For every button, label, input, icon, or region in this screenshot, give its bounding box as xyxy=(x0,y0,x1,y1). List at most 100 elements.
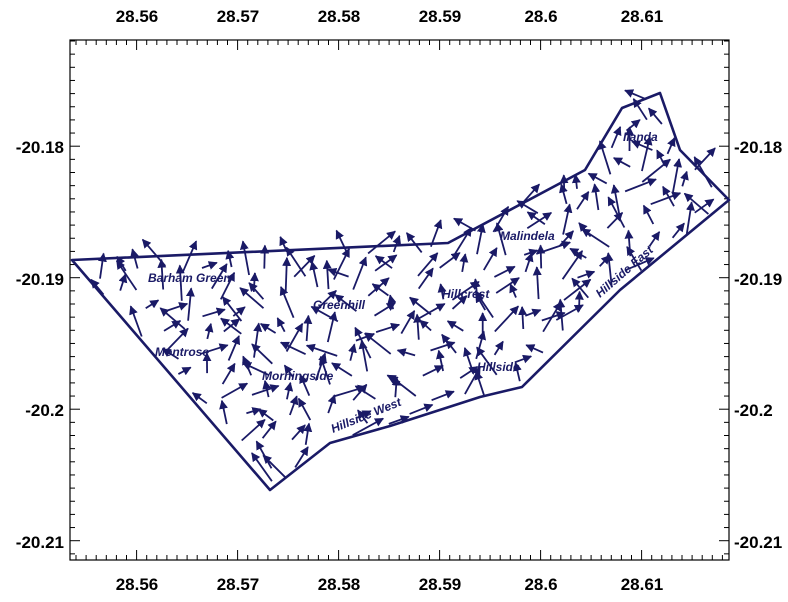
vector-arrow xyxy=(130,248,139,269)
map-frame xyxy=(69,39,730,561)
x-tick-bottom-1: 28.56 xyxy=(116,575,159,594)
vector-arrow xyxy=(483,247,498,271)
vector-arrow xyxy=(357,409,369,424)
y-tick-left-2: -20.19 xyxy=(16,270,64,289)
vector-arrow xyxy=(348,343,357,361)
vector-arrow xyxy=(559,230,574,247)
vector-arrow xyxy=(294,446,309,468)
vector-arrow xyxy=(559,183,568,205)
vector-arrow xyxy=(261,420,277,439)
vector-arrow xyxy=(118,273,128,291)
vector-arrow xyxy=(439,252,461,269)
vector-arrow xyxy=(327,267,349,278)
vector-arrow xyxy=(232,306,246,317)
vector-arrow xyxy=(239,240,250,276)
vector-arrow xyxy=(260,244,270,269)
x-tick-bottom-4: 28.59 xyxy=(419,575,462,594)
vector-arrow xyxy=(650,191,682,206)
y-tick-left-4: -20.21 xyxy=(16,533,64,552)
vector-arrow xyxy=(322,259,332,290)
vector-arrow xyxy=(358,339,369,372)
vector-arrow xyxy=(161,348,179,360)
vector-arrow xyxy=(526,211,546,225)
vector-arrow xyxy=(352,417,384,436)
vector-arrow xyxy=(532,266,542,300)
vector-arrow xyxy=(463,347,474,373)
vector-arrow xyxy=(514,354,533,364)
vector-arrow xyxy=(474,290,494,319)
vector-arrow xyxy=(97,252,107,279)
vector-arrow xyxy=(219,271,236,300)
vector-arrow xyxy=(525,344,544,354)
vector-arrow xyxy=(476,346,498,376)
vector-arrow xyxy=(452,227,472,257)
vector-arrow xyxy=(248,282,265,300)
vector-arrow xyxy=(283,364,294,378)
vector-arrow xyxy=(430,219,443,248)
vector-arrow xyxy=(563,278,592,301)
vector-arrow xyxy=(327,394,337,414)
vector-arrow xyxy=(335,229,349,254)
vector-arrow xyxy=(624,89,647,101)
vector-arrow xyxy=(694,198,715,214)
x-tick-top-2: 28.57 xyxy=(217,7,260,26)
vector-arrow xyxy=(219,399,228,425)
vector-arrow xyxy=(613,157,631,168)
vector-arrow xyxy=(202,307,226,318)
vector-arrow xyxy=(493,265,516,278)
place-label-hillcrest: Hillcrest xyxy=(442,287,490,301)
vector-arrow xyxy=(509,283,518,298)
vector-arrow xyxy=(417,267,434,290)
vector-arrow xyxy=(291,424,306,441)
vector-arrow xyxy=(431,390,455,402)
place-label-montrose: Montrose xyxy=(155,345,209,359)
x-tick-bottom-2: 28.57 xyxy=(217,575,260,594)
vector-arrow xyxy=(648,107,663,125)
vector-arrow xyxy=(331,362,353,377)
vector-arrow xyxy=(459,253,469,273)
vector-arrow xyxy=(666,137,676,155)
place-labels: Ilanda Malindela Barham Green Greenhill … xyxy=(148,130,658,436)
vector-arrow xyxy=(413,313,423,340)
vector-arrow xyxy=(257,408,274,422)
vector-arrow xyxy=(375,322,401,333)
place-label-greenhill: Greenhill xyxy=(313,298,366,312)
vector-arrow xyxy=(305,343,338,357)
x-tick-top-3: 28.58 xyxy=(318,7,361,26)
vector-arrow xyxy=(185,287,195,321)
vector-arrow xyxy=(177,366,192,376)
vector-arrow xyxy=(400,310,416,335)
vector-arrow xyxy=(561,250,584,280)
vector-arrow xyxy=(571,173,581,189)
vector-arrow xyxy=(446,320,464,332)
vector-arrow xyxy=(276,317,286,333)
vector-arrow xyxy=(631,140,653,151)
vector-arrow xyxy=(284,381,294,400)
vector-arrow xyxy=(223,318,241,333)
vector-arrow xyxy=(374,255,393,269)
vector-arrow xyxy=(606,212,624,229)
vector-arrow xyxy=(251,384,280,396)
y-tick-left-3: -20.2 xyxy=(25,401,64,420)
vector-arrow xyxy=(225,249,235,268)
vector-arrow xyxy=(371,283,389,297)
vector-arrow xyxy=(387,294,397,310)
vector-arrow xyxy=(262,379,272,398)
vector-arrow xyxy=(562,203,573,235)
vector-arrow xyxy=(239,287,265,309)
vector-arrow xyxy=(221,296,243,322)
vector-arrow xyxy=(251,343,273,365)
vector-arrow xyxy=(221,362,236,385)
vector-arrows xyxy=(90,89,716,482)
vector-arrow xyxy=(536,244,546,269)
vector-arrow xyxy=(574,290,584,312)
vector-arrow xyxy=(476,223,486,255)
x-tick-top-1: 28.56 xyxy=(116,7,159,26)
x-tick-bottom-6: 28.61 xyxy=(621,575,664,594)
vector-arrow xyxy=(388,415,410,425)
place-label-hillside-east: Hillside East xyxy=(593,242,657,300)
vector-arrow xyxy=(610,126,622,149)
vector-arrow xyxy=(251,452,273,482)
vector-arrow xyxy=(641,158,671,183)
x-tick-bottom-5: 28.6 xyxy=(524,575,557,594)
